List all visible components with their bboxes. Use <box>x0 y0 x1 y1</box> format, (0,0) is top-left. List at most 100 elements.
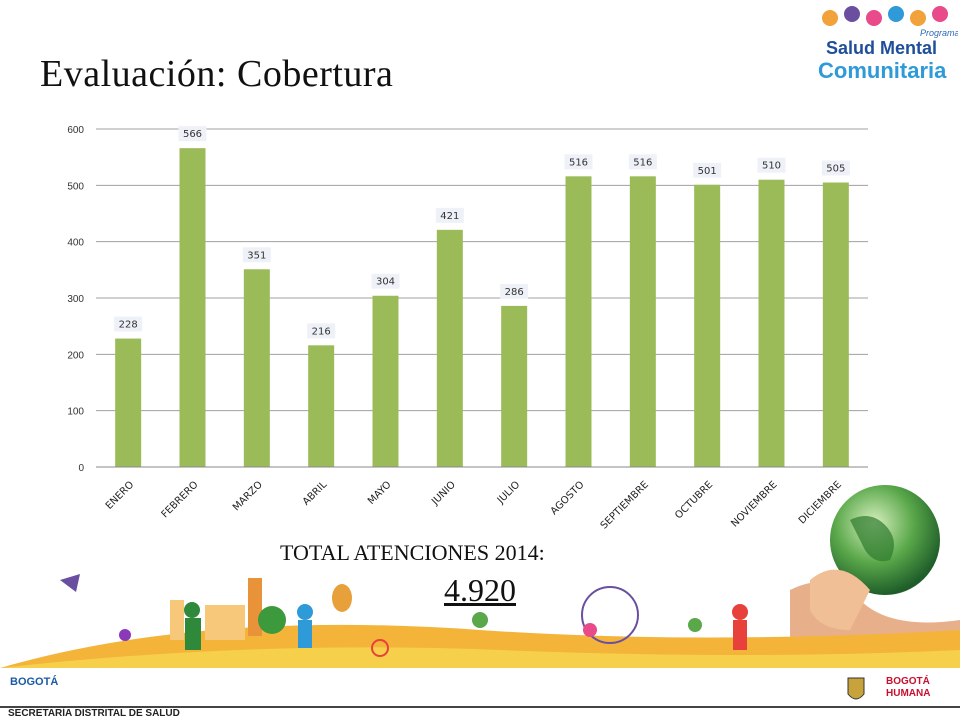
person-red <box>732 604 748 620</box>
bar-mayo <box>372 295 399 467</box>
person-kneeling <box>472 612 488 628</box>
data-label: 216 <box>312 326 331 337</box>
y-tick-label: 400 <box>67 238 84 249</box>
bar-septiembre <box>629 176 656 467</box>
bicycle-wheel <box>371 639 389 657</box>
globe-continent <box>850 516 894 562</box>
footer-divider <box>0 706 960 708</box>
total-attentions-label: TOTAL ATENCIONES 2014: <box>280 540 545 565</box>
x-tick-label: SEPTIEMBRE <box>599 479 651 531</box>
bogota-humana-line1: BOGOTÁ <box>886 676 930 687</box>
data-label-background <box>693 162 722 178</box>
logo-line2: Salud Mental <box>826 38 937 58</box>
person-blue <box>297 604 313 620</box>
building-2 <box>205 605 245 640</box>
ground-shape-2 <box>0 647 960 670</box>
hand-shape-2 <box>810 569 870 630</box>
balloon-shape <box>332 584 352 612</box>
logo-figure-orange-2 <box>910 10 926 26</box>
y-tick-label: 600 <box>67 125 84 136</box>
data-label: 566 <box>183 129 202 140</box>
bar-agosto <box>565 176 592 467</box>
bar-octubre <box>694 184 721 467</box>
y-axis-tick-labels: 0 100 200 300 400 500 600 <box>67 125 84 474</box>
community-illustration <box>0 574 960 670</box>
y-tick-label: 500 <box>67 181 84 192</box>
data-label-background <box>500 283 529 299</box>
data-label: 510 <box>762 161 781 172</box>
data-label: 516 <box>569 157 588 168</box>
x-tick-label: AGOSTO <box>549 479 587 517</box>
x-tick-label: OCTUBRE <box>673 479 715 521</box>
logo-figure-pink-2 <box>932 6 948 22</box>
data-label-background <box>242 247 271 263</box>
x-axis-tick-labels: ENERO FEBRERO MARZO ABRIL MAYO JUNIO JULIO AGOS… <box>104 479 844 532</box>
alcaldia-crest-icon <box>847 677 865 700</box>
bogota-humana-logo: BOGOTÁ HUMANA <box>886 676 930 700</box>
x-tick-label: MAYO <box>366 479 394 507</box>
bar-abril <box>308 345 335 467</box>
x-tick-label: NOVIEMBRE <box>729 479 779 529</box>
data-label-background <box>114 316 143 332</box>
logo-figure-blue <box>888 6 904 22</box>
bar-julio <box>501 305 528 467</box>
y-tick-label: 300 <box>67 294 84 305</box>
person-red-body <box>733 620 747 650</box>
data-label-background <box>178 126 207 142</box>
logo-figure-orange <box>822 10 838 26</box>
data-label-background <box>435 207 464 223</box>
tree-shape <box>258 606 286 634</box>
data-label: 286 <box>505 287 524 298</box>
y-tick-label: 200 <box>67 350 84 361</box>
footer-bar <box>0 668 960 720</box>
bar-febrero <box>179 148 206 468</box>
bogota-logo: BOGOTÁ <box>10 676 59 688</box>
bar-diciembre <box>822 182 849 467</box>
ferris-wheel <box>581 586 639 644</box>
person-green-body <box>185 618 201 650</box>
data-label: 501 <box>698 166 717 177</box>
person-green <box>184 602 200 618</box>
data-label-background <box>564 154 593 170</box>
data-label: 304 <box>376 277 395 288</box>
tower-shape <box>248 578 262 636</box>
person-blue-body <box>298 620 312 648</box>
chart-data-labels: 228 566 351 216 304 421 286 516 516 501 510 505 <box>114 126 850 339</box>
bar-marzo <box>243 269 270 467</box>
logo-figure-purple <box>844 6 860 22</box>
total-attentions-value: 4.920 <box>444 572 516 608</box>
salud-mental-logo: Programa Salud Mental Comunitaria <box>818 6 958 83</box>
logo-line3: Comunitaria <box>818 58 947 83</box>
y-tick-label: 0 <box>78 463 84 474</box>
data-label: 228 <box>119 320 138 331</box>
data-label-background <box>307 323 336 339</box>
x-tick-label: ENERO <box>104 479 137 512</box>
data-label-background <box>371 273 400 289</box>
footer-text: SECRETARÍA DISTRITAL DE SALUD <box>8 708 180 719</box>
x-tick-label: JULIO <box>495 479 522 506</box>
x-tick-label: MARZO <box>231 479 265 513</box>
x-tick-label: JUNIO <box>429 479 458 508</box>
child-purple <box>119 629 131 641</box>
kite-shape <box>60 574 80 592</box>
logo-line1: Programa <box>920 28 958 38</box>
bar-enero <box>115 338 142 467</box>
data-label: 421 <box>440 211 459 222</box>
person-pink <box>583 623 597 637</box>
bar-junio <box>436 229 463 467</box>
data-label: 516 <box>633 157 652 168</box>
data-label-background <box>628 154 657 170</box>
building-1 <box>170 600 184 640</box>
chart-bars <box>115 148 849 468</box>
data-label: 505 <box>826 164 845 175</box>
hands-globe-image <box>790 485 960 640</box>
logo-figure-pink <box>866 10 882 26</box>
data-label: 351 <box>247 250 266 261</box>
x-tick-label: ABRIL <box>301 479 330 508</box>
chart-gridlines <box>96 128 868 468</box>
slide-title: Evaluación: Cobertura <box>40 53 394 95</box>
y-tick-label: 100 <box>67 407 84 418</box>
bar-noviembre <box>758 179 785 467</box>
data-label-background <box>821 160 850 176</box>
data-label-background <box>757 157 786 173</box>
